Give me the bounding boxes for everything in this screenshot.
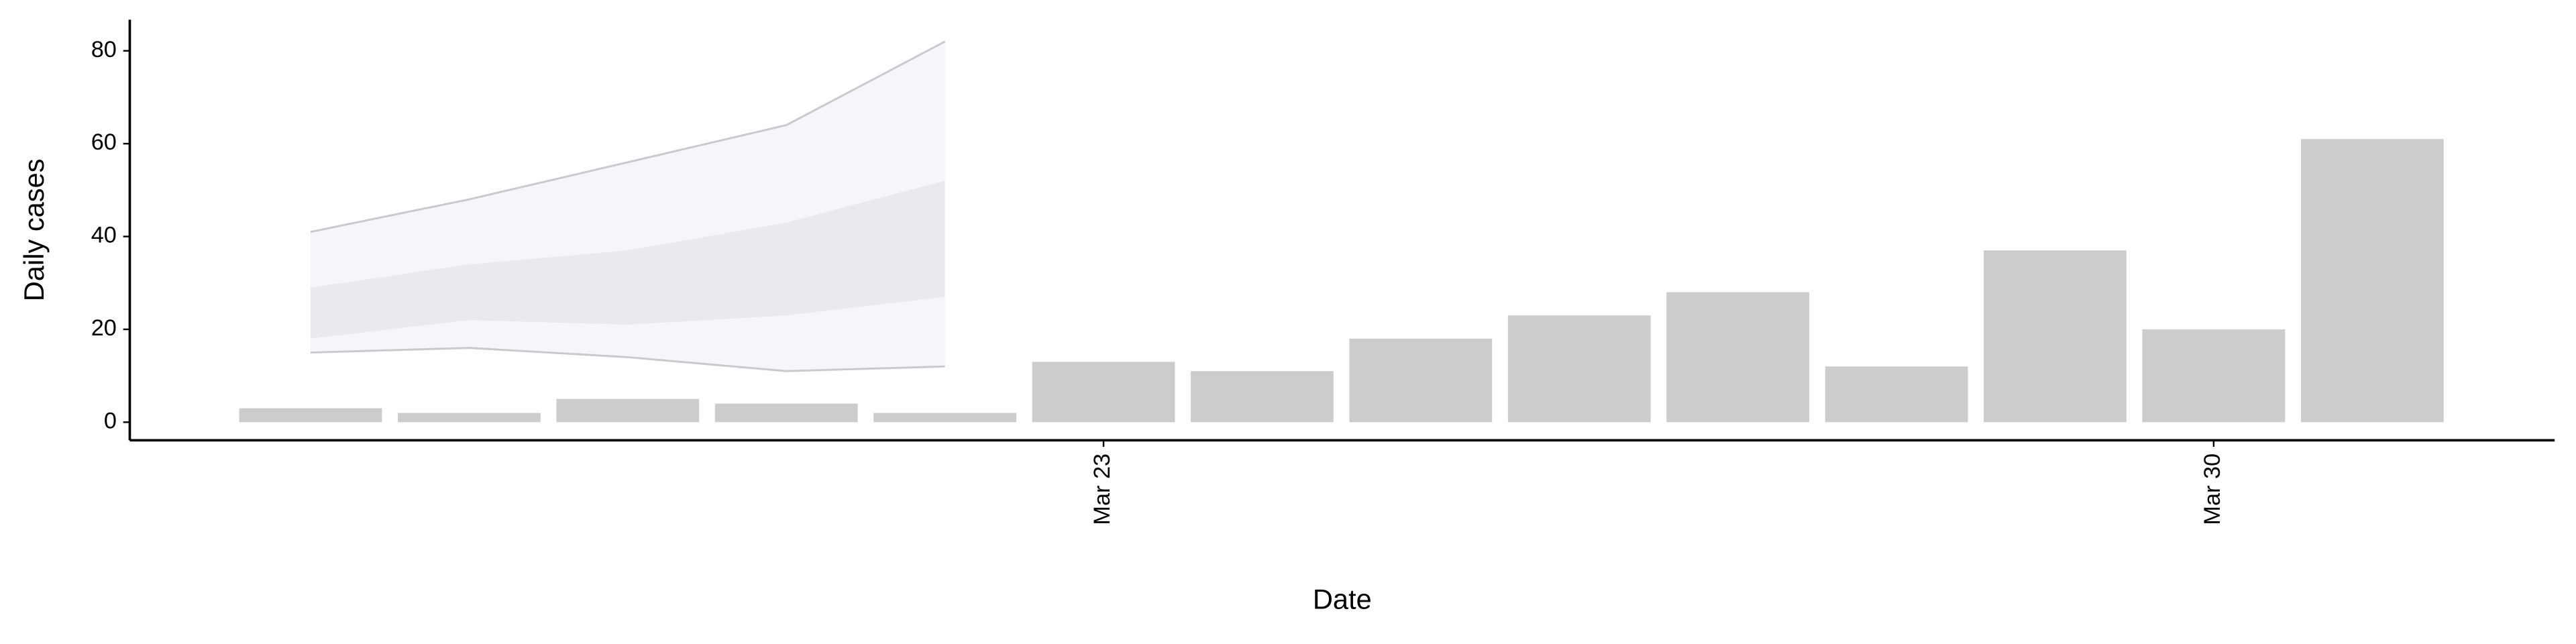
x-axis-title: Date — [1313, 583, 1372, 614]
band-edge — [310, 347, 945, 372]
bar — [1032, 362, 1175, 423]
bar — [556, 398, 700, 423]
bar — [2142, 329, 2286, 423]
bar — [873, 413, 1017, 423]
y-tick-label: 40 — [91, 223, 117, 248]
x-tick-label: Mar 23 — [1089, 453, 1115, 525]
y-axis-title: Daily cases — [18, 158, 50, 301]
bar — [2300, 139, 2444, 423]
y-tick-label: 0 — [104, 408, 117, 433]
bar — [1825, 366, 1968, 423]
y-tick-label: 20 — [91, 315, 117, 341]
plot-area: Date Daily cases 0 20 40 60 80 Mar 23 Mar 30 — [18, 19, 2555, 614]
bar — [1507, 315, 1651, 423]
y-tick-label: 60 — [91, 129, 117, 155]
bar — [1349, 338, 1493, 423]
forecast-band — [310, 180, 945, 339]
bar — [1191, 371, 1334, 423]
bar — [714, 403, 858, 423]
band-edge — [310, 40, 946, 233]
bar — [239, 408, 382, 423]
bar — [398, 413, 541, 423]
y-tick-label: 80 — [91, 37, 117, 62]
x-tick-label: Mar 30 — [2200, 453, 2225, 525]
bar — [1666, 292, 1810, 423]
bar — [1984, 250, 2127, 423]
